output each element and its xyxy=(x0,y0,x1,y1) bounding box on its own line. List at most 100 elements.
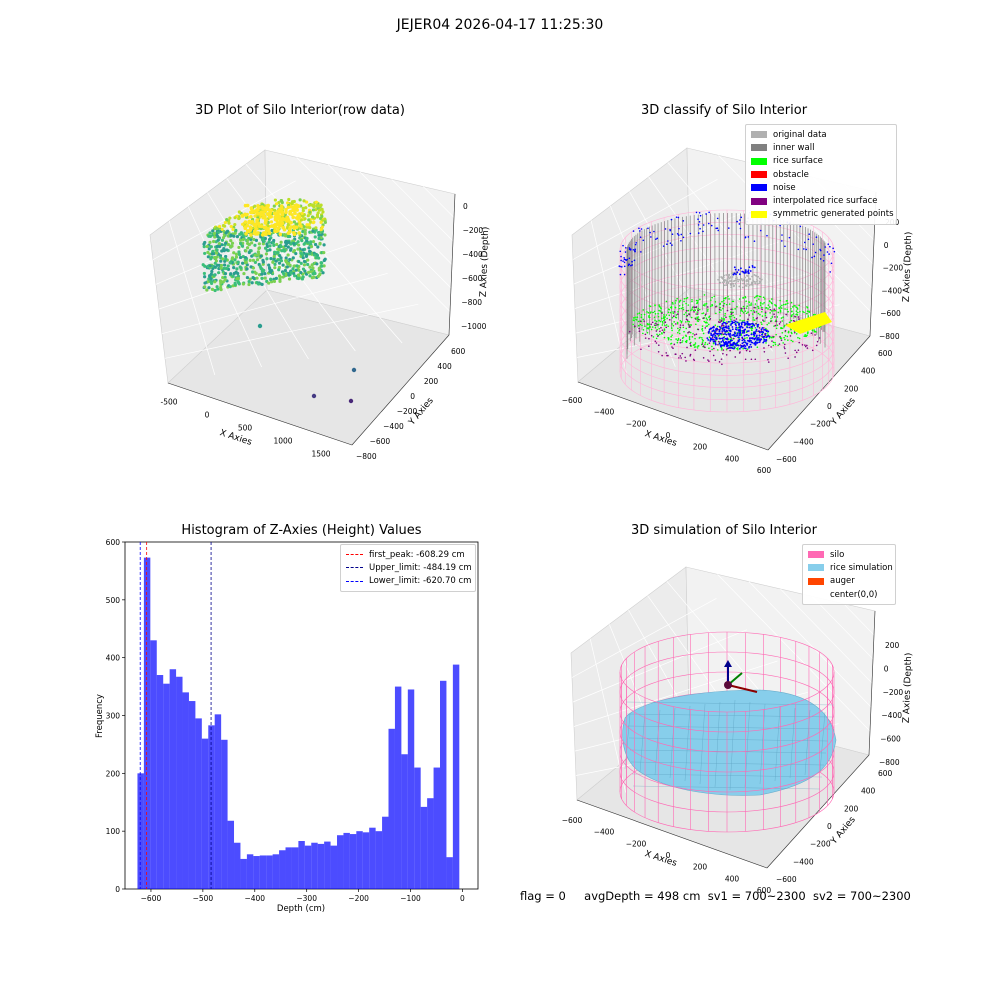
raw-point xyxy=(212,255,217,260)
rice-surface-point xyxy=(676,321,679,324)
interpolated-point xyxy=(651,321,654,324)
interpolated-point xyxy=(655,322,657,324)
rice-surface-point xyxy=(685,335,688,338)
raw-point xyxy=(208,240,212,245)
raw-point xyxy=(285,265,289,269)
rice-surface-point xyxy=(796,314,799,316)
rice-mesh-line xyxy=(625,701,835,706)
rice-surface-point xyxy=(653,310,656,313)
noise-point xyxy=(620,259,622,262)
raw-point xyxy=(237,250,241,254)
rice-surface-point xyxy=(680,321,683,324)
raw-point xyxy=(296,247,300,251)
noise-point xyxy=(747,236,750,238)
rice-surface-point xyxy=(676,341,679,344)
noise-point xyxy=(755,335,758,338)
interpolated-point xyxy=(680,357,682,359)
rice-surface-point xyxy=(663,329,666,331)
rice-surface-point xyxy=(796,307,799,309)
noise-point xyxy=(731,334,734,337)
interpolated-point xyxy=(709,318,712,320)
rice-surface-point xyxy=(690,324,692,326)
raw-point xyxy=(291,215,296,220)
raw-point xyxy=(291,267,295,271)
interpolated-point xyxy=(660,326,662,329)
noise-point xyxy=(813,255,816,258)
raw-point xyxy=(298,198,302,202)
noise-point xyxy=(647,227,649,230)
raw-point xyxy=(231,274,235,278)
noise-point xyxy=(748,323,751,326)
rice-surface-point xyxy=(780,307,783,309)
raw-point xyxy=(305,223,309,227)
rice-surface-point xyxy=(720,348,723,351)
noise-point xyxy=(736,332,739,335)
rice-surface-point xyxy=(661,320,664,323)
interpolated-point xyxy=(694,318,697,320)
raw-point xyxy=(251,266,256,270)
rice-mesh-line xyxy=(630,761,825,766)
interpolated-point xyxy=(722,305,725,307)
noise-point xyxy=(669,229,672,232)
raw-point xyxy=(268,244,272,248)
raw-point xyxy=(273,266,277,270)
raw-point xyxy=(304,200,309,204)
interpolated-point xyxy=(772,335,774,338)
noise-point xyxy=(749,343,752,346)
interpolated-point xyxy=(755,322,757,325)
interpolated-point xyxy=(720,320,722,323)
noise-point xyxy=(745,334,748,337)
rice-surface-point xyxy=(798,304,800,307)
original-data-point xyxy=(752,279,754,282)
rice-surface-point xyxy=(732,311,734,314)
histogram-bar xyxy=(291,847,299,889)
legend-entry: inner wall xyxy=(751,141,891,154)
raw-point xyxy=(250,219,255,224)
rice-surface-point xyxy=(695,299,698,302)
interpolated-point xyxy=(789,335,792,337)
legend-label: silo xyxy=(830,549,845,560)
raw-point xyxy=(262,225,267,230)
noise-point xyxy=(746,342,749,345)
interpolated-point xyxy=(721,319,723,321)
raw-point xyxy=(269,277,273,281)
interpolated-point xyxy=(688,324,690,326)
noise-point xyxy=(748,346,750,349)
rice-surface-point xyxy=(750,304,753,306)
rice-surface-point xyxy=(671,301,674,304)
y-tick-label: 600 xyxy=(878,349,893,358)
raw-point xyxy=(210,252,214,256)
raw-point xyxy=(276,228,280,233)
rice-surface-point xyxy=(787,310,789,313)
noise-point xyxy=(656,237,659,240)
rice-surface-point xyxy=(685,302,687,305)
interpolated-point xyxy=(704,313,707,316)
raw-point xyxy=(311,208,316,212)
x-tick-label: 200 xyxy=(693,863,708,872)
noise-point xyxy=(753,338,756,341)
interpolated-point xyxy=(713,347,715,350)
raw-point xyxy=(280,213,285,217)
raw-point xyxy=(243,203,248,208)
rice-surface-point xyxy=(648,314,650,317)
rice-surface-point xyxy=(671,316,674,319)
rice-surface-point xyxy=(706,310,709,312)
interpolated-point xyxy=(695,333,698,335)
rice-surface-point xyxy=(750,309,752,312)
interpolated-point xyxy=(654,324,656,327)
raw-point xyxy=(290,200,295,204)
noise-point xyxy=(763,338,766,341)
raw-point xyxy=(305,253,309,258)
raw-point xyxy=(279,240,283,244)
rice-surface-point xyxy=(680,307,683,310)
noise-point xyxy=(715,336,718,339)
rice-surface-point xyxy=(761,323,763,325)
raw-point xyxy=(234,252,239,256)
noise-point xyxy=(632,230,635,232)
raw-point xyxy=(217,271,221,275)
rice-surface-point xyxy=(745,300,747,303)
raw-point xyxy=(212,239,216,244)
original-data-point xyxy=(719,281,722,284)
rice-surface-point xyxy=(659,306,661,308)
rice-surface-point xyxy=(683,313,686,316)
